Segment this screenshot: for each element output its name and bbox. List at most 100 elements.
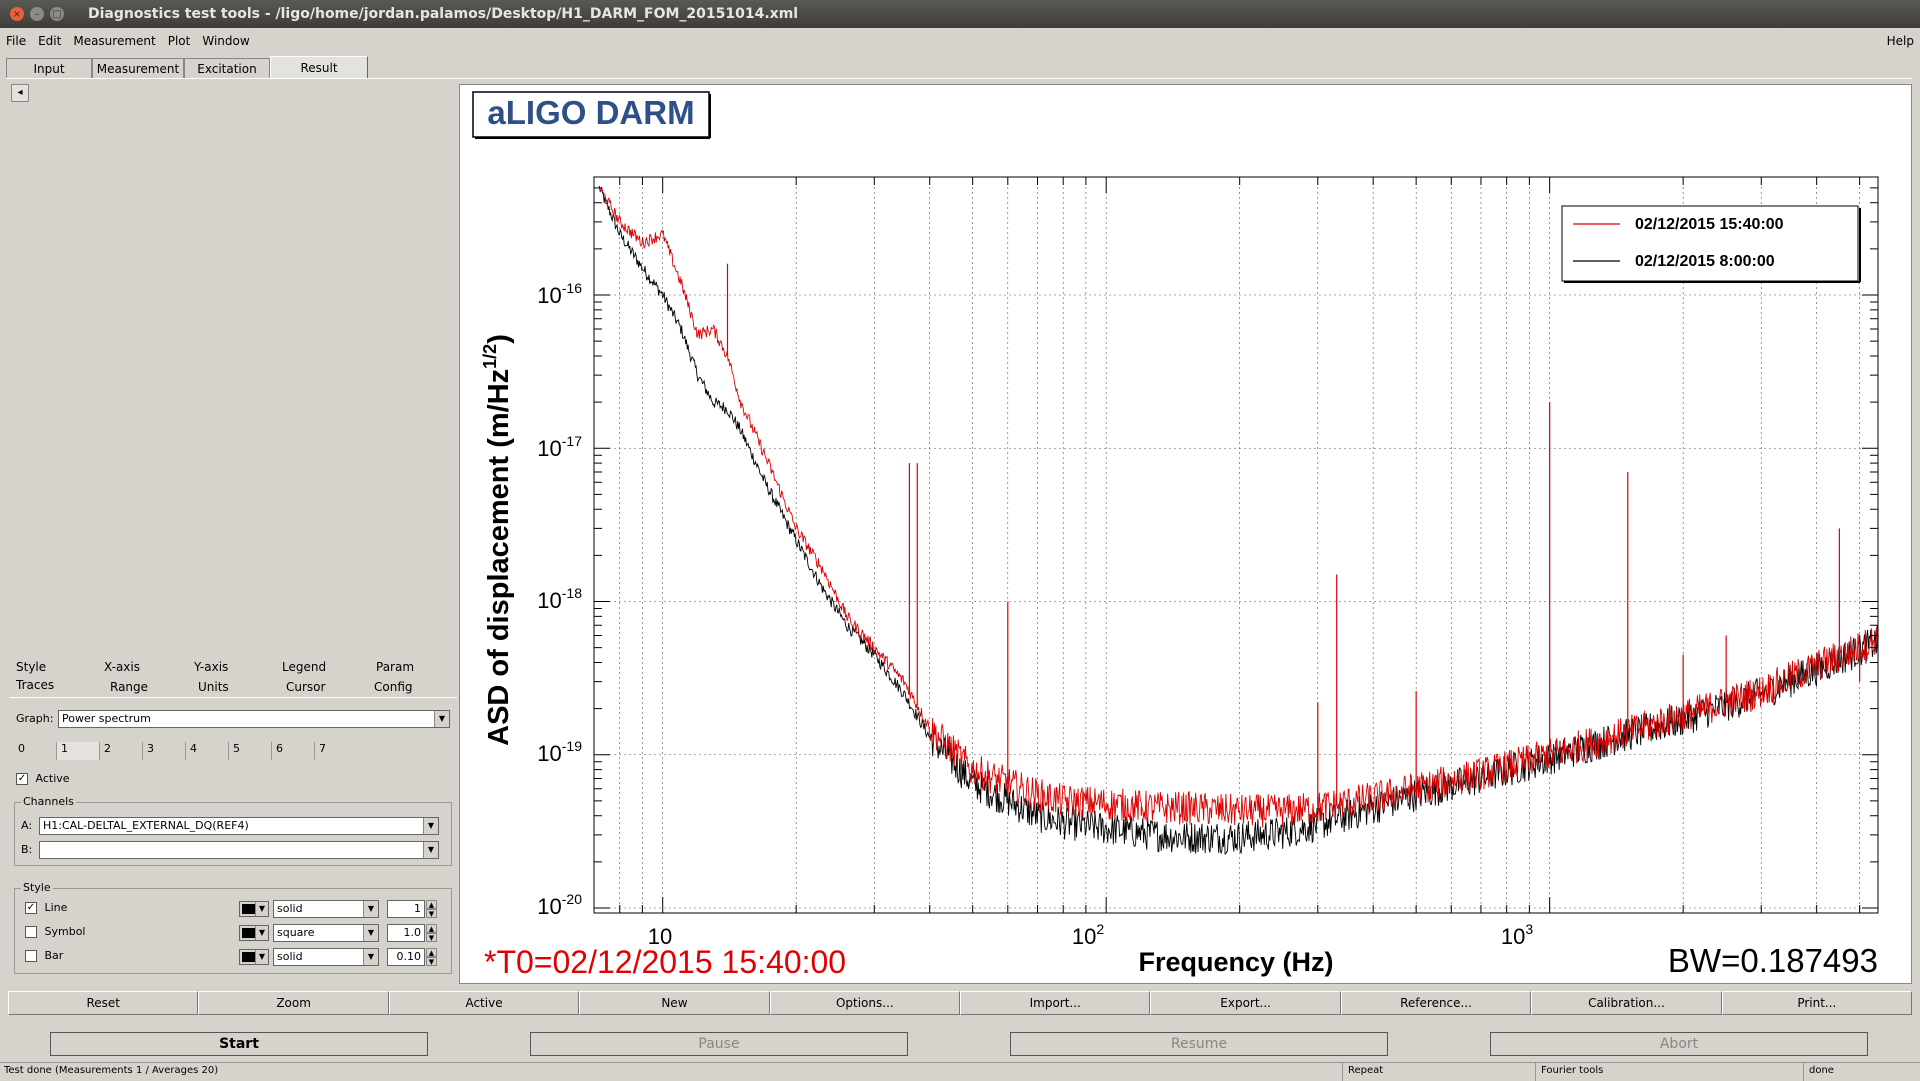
chevron-down-icon[interactable]: ▼ — [423, 842, 438, 858]
line-style-select[interactable]: solid ▼ — [273, 900, 379, 918]
reference-button[interactable]: Reference... — [1340, 991, 1532, 1015]
spin-down-icon[interactable]: ▼ — [426, 957, 437, 966]
trace-tab-1[interactable]: 1 — [57, 742, 100, 760]
channel-b-select[interactable]: ▼ — [39, 841, 439, 859]
legend-box — [1561, 205, 1859, 282]
chevron-down-icon: ▼ — [255, 926, 268, 940]
x-tick-label-100: 102 — [1072, 921, 1104, 949]
spin-down-icon[interactable]: ▼ — [426, 933, 437, 942]
status-divider — [1803, 1063, 1804, 1081]
maximize-icon[interactable]: □ — [50, 7, 64, 21]
bar-checkbox[interactable] — [25, 950, 37, 962]
plot-title: aLIGO DARM — [487, 94, 694, 131]
bar-color-select[interactable]: ▼ — [239, 949, 269, 965]
line-width-spinner[interactable]: 1 ▲ ▼ — [387, 900, 437, 918]
symbol-size-value[interactable]: 1.0 — [387, 924, 425, 942]
symbol-size-spinner[interactable]: 1.0 ▲ ▼ — [387, 924, 437, 942]
tab-range[interactable]: Range — [110, 680, 149, 694]
tab-style[interactable]: Style — [16, 660, 47, 674]
title-bar: × – □ Diagnostics test tools - /ligo/hom… — [0, 0, 1920, 28]
tab-cursor[interactable]: Cursor — [286, 680, 326, 694]
trace-tab-2[interactable]: 2 — [100, 742, 143, 760]
tab-x-axis[interactable]: X-axis — [104, 660, 140, 674]
zoom-button[interactable]: Zoom — [198, 991, 389, 1015]
active-checkbox-row[interactable]: ✓ Active — [16, 772, 70, 785]
legend[interactable]: 02/12/2015 15:40:00 02/12/2015 8:00:00 — [1561, 205, 1861, 283]
title-box — [472, 91, 710, 138]
resume-button[interactable]: Resume — [1010, 1032, 1388, 1056]
calibration-button[interactable]: Calibration... — [1531, 991, 1722, 1015]
pause-button[interactable]: Pause — [530, 1032, 908, 1056]
darm-chart[interactable]: aLIGO DARM 10 102 103 10-16 10-17 10-18 … — [460, 85, 1911, 983]
bar-style-select[interactable]: solid ▼ — [273, 948, 379, 966]
export-button[interactable]: Export... — [1150, 991, 1341, 1015]
menu-plot[interactable]: Plot — [167, 34, 191, 48]
chevron-down-icon[interactable]: ▼ — [434, 711, 449, 727]
spin-up-icon[interactable]: ▲ — [426, 924, 437, 933]
menu-measurement[interactable]: Measurement — [73, 34, 156, 48]
tab-traces[interactable]: Traces — [16, 678, 55, 692]
spin-up-icon[interactable]: ▲ — [426, 948, 437, 957]
chevron-down-icon[interactable]: ▼ — [423, 818, 438, 834]
x-tick-label-1000: 103 — [1501, 921, 1533, 949]
options-button[interactable]: Options... — [769, 991, 961, 1015]
tab-measurement[interactable]: Measurement — [92, 58, 184, 78]
style-symbol-row[interactable]: Symbol — [25, 925, 85, 938]
menu-help[interactable]: Help — [1886, 34, 1914, 48]
tab-config[interactable]: Config — [374, 680, 413, 694]
active-checkbox[interactable]: ✓ — [16, 773, 28, 785]
tab-result[interactable]: Result — [270, 56, 368, 78]
minimize-icon[interactable]: – — [30, 7, 44, 21]
symbol-color-select[interactable]: ▼ — [239, 925, 269, 941]
abort-button[interactable]: Abort — [1490, 1032, 1868, 1056]
bar-width-value[interactable]: 0.10 — [387, 948, 425, 966]
import-button[interactable]: Import... — [960, 991, 1151, 1015]
x-axis-label: Frequency (Hz) — [1138, 947, 1333, 977]
tab-excitation[interactable]: Excitation — [184, 58, 270, 78]
status-tool: Fourier tools — [1541, 1065, 1604, 1076]
line-label: Line — [44, 901, 68, 914]
tab-units[interactable]: Units — [198, 680, 229, 694]
channel-b-label: B: — [21, 843, 33, 856]
spin-up-icon[interactable]: ▲ — [426, 900, 437, 909]
y-tick-label-1e-19: 10-19 — [537, 738, 582, 766]
symbol-checkbox[interactable] — [25, 926, 37, 938]
chevron-down-icon: ▼ — [255, 950, 268, 964]
trace-tab-7[interactable]: 7 — [319, 742, 326, 755]
reset-button[interactable]: Reset — [8, 991, 199, 1015]
line-checkbox[interactable]: ✓ — [25, 902, 37, 914]
active-button[interactable]: Active — [388, 991, 580, 1015]
trace-tab-6[interactable]: 6 — [272, 742, 315, 760]
symbol-style-select[interactable]: square ▼ — [273, 924, 379, 942]
line-width-value[interactable]: 1 — [387, 900, 425, 918]
collapse-arrow-icon[interactable]: ◂ — [11, 84, 29, 102]
style-line-row[interactable]: ✓ Line — [25, 901, 67, 914]
bar-width-spinner[interactable]: 0.10 ▲ ▼ — [387, 948, 437, 966]
menu-edit[interactable]: Edit — [38, 34, 62, 48]
status-bar: Test done (Measurements 1 / Averages 20)… — [0, 1062, 1920, 1081]
tab-input[interactable]: Input — [6, 58, 92, 78]
line-color-select[interactable]: ▼ — [239, 901, 269, 917]
spin-down-icon[interactable]: ▼ — [426, 909, 437, 918]
trace-tab-3[interactable]: 3 — [143, 742, 186, 760]
plot-button-bar: Reset Zoom Active New Options... Import.… — [8, 991, 1913, 1015]
trace-tab-5[interactable]: 5 — [229, 742, 272, 760]
trace-tab-0[interactable]: 0 — [14, 742, 57, 760]
tab-y-axis[interactable]: Y-axis — [194, 660, 229, 674]
graph-select[interactable]: Power spectrum ▼ — [58, 710, 450, 728]
menu-file[interactable]: File — [6, 34, 27, 48]
plot-area[interactable]: aLIGO DARM 10 102 103 10-16 10-17 10-18 … — [459, 84, 1912, 984]
channel-a-select[interactable]: H1:CAL-DELTAL_EXTERNAL_DQ(REF4) ▼ — [39, 817, 439, 835]
close-icon[interactable]: × — [10, 7, 24, 21]
status-state: done — [1809, 1065, 1834, 1076]
tab-legend[interactable]: Legend — [282, 660, 327, 674]
style-bar-row[interactable]: Bar — [25, 949, 63, 962]
bandwidth-label: BW=0.187493 — [1668, 942, 1878, 979]
grid-lines — [593, 177, 1878, 913]
menu-window[interactable]: Window — [202, 34, 250, 48]
new-button[interactable]: New — [579, 991, 770, 1015]
trace-tab-4[interactable]: 4 — [186, 742, 229, 760]
print-button[interactable]: Print... — [1721, 991, 1913, 1015]
tab-param[interactable]: Param — [376, 660, 415, 674]
start-button[interactable]: Start — [50, 1032, 428, 1056]
